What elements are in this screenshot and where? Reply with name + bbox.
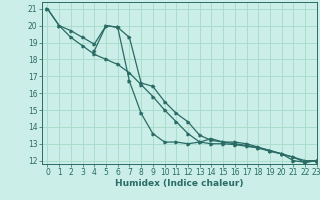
X-axis label: Humidex (Indice chaleur): Humidex (Indice chaleur) [115,179,244,188]
